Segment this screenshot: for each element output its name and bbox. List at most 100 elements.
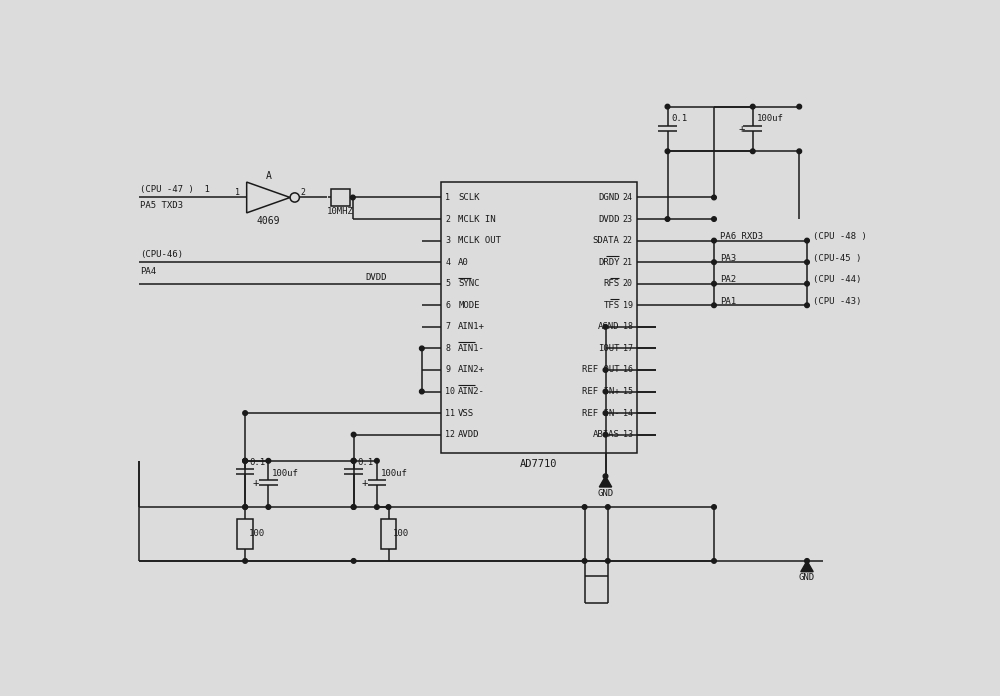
Circle shape xyxy=(351,559,356,563)
Circle shape xyxy=(603,474,608,479)
Text: PA4: PA4 xyxy=(140,267,157,276)
Circle shape xyxy=(266,505,271,509)
Circle shape xyxy=(665,149,670,154)
Text: 13: 13 xyxy=(623,430,633,439)
Text: 8: 8 xyxy=(445,344,450,353)
Text: (CPU -48 ): (CPU -48 ) xyxy=(813,232,867,242)
Text: +: + xyxy=(361,478,368,488)
Text: 19: 19 xyxy=(623,301,633,310)
Text: SYNC: SYNC xyxy=(458,279,480,288)
Circle shape xyxy=(375,505,379,509)
Circle shape xyxy=(712,216,716,221)
Text: PA3: PA3 xyxy=(720,254,736,263)
Text: DGND: DGND xyxy=(598,193,619,202)
Text: +: + xyxy=(739,124,745,134)
Text: 15: 15 xyxy=(623,387,633,396)
Circle shape xyxy=(603,432,608,437)
Circle shape xyxy=(805,303,809,308)
Circle shape xyxy=(603,324,608,329)
Circle shape xyxy=(243,505,247,509)
Circle shape xyxy=(603,367,608,372)
Text: DVDD: DVDD xyxy=(365,273,387,282)
Text: 100uf: 100uf xyxy=(272,469,299,478)
Text: RFS: RFS xyxy=(603,279,619,288)
Circle shape xyxy=(712,195,716,200)
Text: 17: 17 xyxy=(623,344,633,353)
Circle shape xyxy=(712,238,716,243)
Circle shape xyxy=(351,459,356,463)
Text: TFS: TFS xyxy=(603,301,619,310)
Text: DVDD: DVDD xyxy=(598,214,619,223)
Circle shape xyxy=(665,216,670,221)
Text: GND: GND xyxy=(799,574,815,583)
Circle shape xyxy=(582,559,587,563)
Text: MCLK OUT: MCLK OUT xyxy=(458,236,501,245)
Text: 0.1: 0.1 xyxy=(671,113,688,122)
Text: 10MHZ: 10MHZ xyxy=(326,207,353,216)
Text: A0: A0 xyxy=(458,258,469,267)
Text: 20: 20 xyxy=(623,279,633,288)
Circle shape xyxy=(712,559,716,563)
Text: (CPU -43): (CPU -43) xyxy=(813,297,862,306)
Text: 1: 1 xyxy=(445,193,450,202)
Text: PA5 TXD3: PA5 TXD3 xyxy=(140,200,184,209)
Circle shape xyxy=(750,149,755,154)
Text: 100uf: 100uf xyxy=(757,113,784,122)
Text: 24: 24 xyxy=(623,193,633,202)
Text: VSS: VSS xyxy=(458,409,474,418)
Text: REF IN+: REF IN+ xyxy=(582,387,619,396)
Text: (CPU-46): (CPU-46) xyxy=(140,250,184,259)
Polygon shape xyxy=(801,561,813,571)
Text: 10: 10 xyxy=(445,387,455,396)
Text: MODE: MODE xyxy=(458,301,480,310)
Text: AGND: AGND xyxy=(598,322,619,331)
Circle shape xyxy=(665,104,670,109)
Text: GND: GND xyxy=(597,489,614,498)
Text: 100uf: 100uf xyxy=(381,469,408,478)
Circle shape xyxy=(351,459,356,463)
Text: SCLK: SCLK xyxy=(458,193,480,202)
Text: PA6 RXD3: PA6 RXD3 xyxy=(720,232,763,242)
Bar xyxy=(331,189,350,206)
Text: SDATA: SDATA xyxy=(593,236,619,245)
Text: AVDD: AVDD xyxy=(458,430,480,439)
Text: 14: 14 xyxy=(623,409,633,418)
Text: 21: 21 xyxy=(623,258,633,267)
Text: AIN2-: AIN2- xyxy=(458,387,485,396)
Circle shape xyxy=(750,104,755,109)
Text: ABIAS: ABIAS xyxy=(593,430,619,439)
Circle shape xyxy=(712,260,716,264)
Text: (CPU -44): (CPU -44) xyxy=(813,276,862,285)
Text: MCLK IN: MCLK IN xyxy=(458,214,496,223)
Text: 2: 2 xyxy=(445,214,450,223)
Circle shape xyxy=(243,459,247,463)
Text: 22: 22 xyxy=(623,236,633,245)
Bar xyxy=(381,519,396,549)
Text: (CPU-45 ): (CPU-45 ) xyxy=(813,254,862,263)
Text: 2: 2 xyxy=(301,189,306,198)
Circle shape xyxy=(351,505,356,509)
Circle shape xyxy=(603,389,608,394)
Text: 3: 3 xyxy=(445,236,450,245)
Text: AIN1-: AIN1- xyxy=(458,344,485,353)
Text: 12: 12 xyxy=(445,430,455,439)
Text: IOUT: IOUT xyxy=(598,344,619,353)
Circle shape xyxy=(351,459,356,463)
Circle shape xyxy=(243,411,247,416)
Text: (CPU -47 )  1: (CPU -47 ) 1 xyxy=(140,185,210,194)
Text: AD7710: AD7710 xyxy=(520,459,558,469)
Circle shape xyxy=(606,559,610,563)
Text: 5: 5 xyxy=(445,279,450,288)
Circle shape xyxy=(243,459,247,463)
Bar xyxy=(237,519,253,549)
Text: 11: 11 xyxy=(445,409,455,418)
Circle shape xyxy=(420,346,424,351)
Text: AIN2+: AIN2+ xyxy=(458,365,485,374)
Circle shape xyxy=(712,281,716,286)
Circle shape xyxy=(351,432,356,437)
Circle shape xyxy=(386,505,391,509)
Circle shape xyxy=(805,260,809,264)
Text: 0.1: 0.1 xyxy=(358,458,374,467)
Circle shape xyxy=(805,238,809,243)
Text: 23: 23 xyxy=(623,214,633,223)
